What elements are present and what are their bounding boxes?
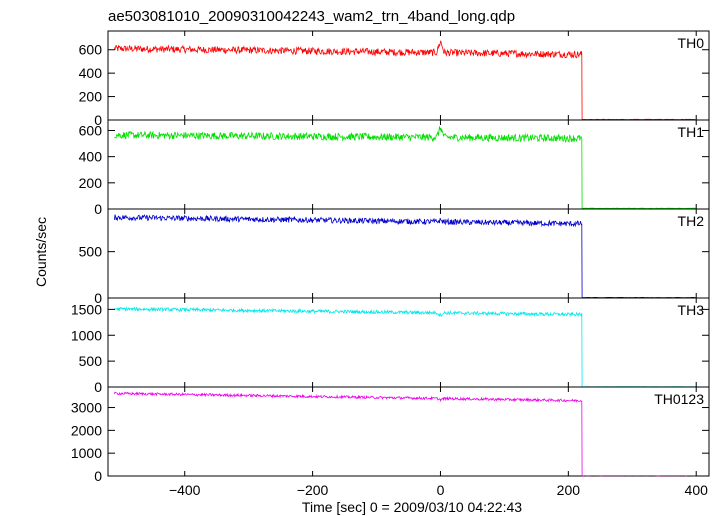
y-tick-label: 0 <box>94 112 102 128</box>
chart-title: ae503081010_20090310042243_wam2_trn_4ban… <box>108 8 515 25</box>
series-name-label: TH3 <box>678 302 705 318</box>
panel-frame <box>107 297 710 388</box>
panel-frame <box>107 119 710 210</box>
series-line-th0123 <box>114 391 696 477</box>
y-tick-label: 1000 <box>71 327 102 343</box>
y-tick-label: 3000 <box>71 400 102 416</box>
panel-th0123: 0 1000 2000 3000 TH0123 <box>71 386 710 484</box>
series-line-th1 <box>114 126 696 209</box>
series-name-label: TH0 <box>678 35 705 51</box>
y-tick-label: 500 <box>79 353 103 369</box>
series-line-th3 <box>114 306 696 388</box>
series-line-th0 <box>114 40 696 121</box>
y-tick-label: 500 <box>79 244 103 260</box>
y-tick-label: 0 <box>94 379 102 395</box>
panel-th3: 0 500 1000 1500 TH3 <box>71 297 710 395</box>
y-tick-label: 200 <box>79 89 103 105</box>
panels-group: 0 200 400 600 TH0 0 200 400 600 TH1 0 500 TH2 0 500 100… <box>71 30 710 484</box>
panel-th2: 0 500 TH2 <box>79 208 710 306</box>
x-tick-label: −200 <box>297 482 329 498</box>
y-axis-label: Counts/sec <box>33 217 49 287</box>
x-axis-label: Time [sec] 0 = 2009/03/10 04:22:43 <box>302 499 522 515</box>
x-tick-label: 0 <box>437 482 445 498</box>
y-tick-label: 0 <box>94 290 102 306</box>
series-line-th2 <box>114 214 696 299</box>
y-tick-label: 200 <box>79 175 103 191</box>
series-name-label: TH0123 <box>654 391 704 407</box>
panel-frame <box>107 386 710 477</box>
panel-frame <box>107 30 710 121</box>
y-tick-label: 600 <box>79 122 103 138</box>
x-tick-label: 200 <box>557 482 581 498</box>
x-tick-label: −400 <box>169 482 201 498</box>
series-name-label: TH2 <box>678 213 705 229</box>
y-tick-label: 600 <box>79 42 103 58</box>
y-tick-label: 1500 <box>71 301 102 317</box>
x-axis-ticks: −400 −200 0 200 400 <box>169 482 708 498</box>
y-tick-label: 2000 <box>71 422 102 438</box>
y-tick-label: 400 <box>79 65 103 81</box>
y-tick-label: 400 <box>79 149 103 165</box>
series-name-label: TH1 <box>678 124 705 140</box>
y-tick-label: 0 <box>94 468 102 484</box>
y-tick-label: 1000 <box>71 445 102 461</box>
panel-th1: 0 200 400 600 TH1 <box>79 119 710 217</box>
x-tick-label: 400 <box>685 482 709 498</box>
y-tick-label: 0 <box>94 201 102 217</box>
panel-th0: 0 200 400 600 TH0 <box>79 30 710 128</box>
